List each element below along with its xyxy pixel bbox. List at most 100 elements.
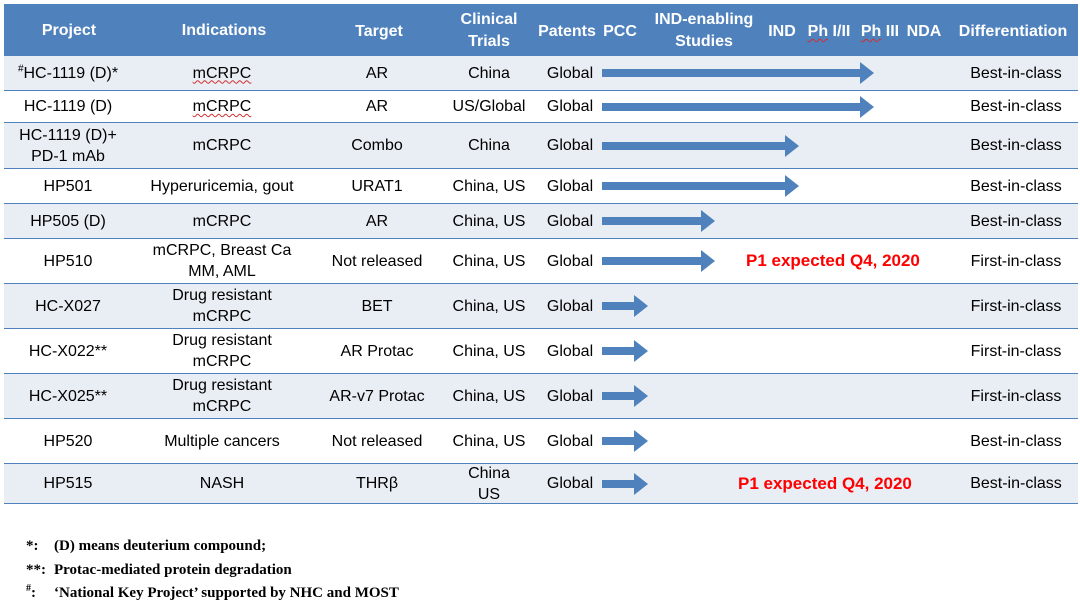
progress-arrow-head — [634, 430, 648, 452]
differentiation-cell-text: Best-in-class — [970, 432, 1062, 450]
progress-arrow-shaft — [602, 69, 862, 77]
differentiation-cell: Best-in-class — [954, 464, 1078, 503]
differentiation-cell: Best-in-class — [954, 419, 1078, 463]
target-cell-text: Combo — [351, 137, 403, 154]
target-cell-text: AR — [365, 64, 389, 82]
project-name-text: HP510 — [43, 252, 93, 270]
target-cell: THRβ — [320, 464, 434, 503]
table-row: HP501 Hyperuricemia, gout URAT1 China, US Gl… — [4, 169, 1078, 204]
progress-arrow-shaft — [602, 392, 636, 400]
differentiation-cell-text: First-in-class — [970, 342, 1062, 360]
progress-arrow-head — [634, 385, 648, 407]
progress-arrow-head — [634, 472, 648, 495]
table-row: HC-X025** Drug resistant mCRPC AR-v7 Prota… — [4, 374, 1078, 419]
differentiation-cell-text: Best-in-class — [970, 64, 1062, 82]
indication-cell-text: Hyperuricemia, gout — [150, 177, 294, 195]
progress-arrow-head — [701, 250, 715, 272]
project-name: HC-X022** — [29, 341, 107, 362]
indication-cell: Drug resistant mCRPC — [134, 329, 310, 373]
header-ph-iii-suffix: III — [881, 23, 900, 40]
project-cell: HC-1119 (D) — [4, 91, 132, 122]
progress-arrow-head — [785, 175, 799, 197]
target-cell: AR — [320, 56, 434, 90]
progress-arrow-shaft — [602, 182, 787, 190]
target-cell-text: AR — [365, 212, 389, 230]
project-cell: HP520 — [4, 419, 132, 463]
patents-cell: Global — [534, 91, 606, 122]
indication-cell: mCRPC — [134, 91, 310, 122]
patents-cell-text: Global — [546, 64, 594, 82]
progress-arrow-head — [785, 134, 799, 157]
indication-cell-text: Drug resistant mCRPC — [172, 377, 272, 415]
target-cell: BET — [320, 284, 434, 328]
footnote-mark: **: — [26, 562, 46, 578]
progress-arrow-head — [860, 95, 874, 118]
table-row: HP510 mCRPC, Breast Ca MM, AML Not release… — [4, 239, 1078, 284]
clinical-trials-cell-text: China, US — [452, 387, 526, 405]
footnote-national-key-project: #: ‘National Key Project’ supported by NH… — [26, 584, 399, 602]
progress-arrow-head — [634, 295, 648, 317]
target-cell: AR — [320, 204, 434, 238]
target-cell-text: URAT1 — [351, 177, 403, 195]
target-cell: AR — [320, 91, 434, 122]
progress-arrow-shaft — [602, 347, 636, 355]
pipeline-table: Project Indications Target Clinical Tria… — [4, 4, 1078, 504]
indication-cell: Multiple cancers — [134, 419, 310, 463]
target-cell: URAT1 — [320, 169, 434, 203]
indication-cell: Drug resistant mCRPC — [134, 374, 310, 418]
table-row: HP515 NASH THRβ China US Global Best-in-class… — [4, 464, 1078, 504]
project-cell: HP501 — [4, 169, 132, 203]
target-cell-text: BET — [361, 297, 393, 315]
header-ph-i-ii-suffix: I/II — [828, 23, 851, 40]
clinical-trials-cell-text: China, US — [452, 342, 526, 360]
indication-cell-text: mCRPC — [192, 98, 252, 115]
table-row: HC-X027 Drug resistant mCRPC BET China, US G… — [4, 284, 1078, 329]
footnote-protac: **: Protac-mediated protein degradation — [26, 561, 292, 579]
project-cell: HP510 — [4, 239, 132, 283]
indication-cell: NASH — [134, 464, 310, 503]
patents-cell: Global — [534, 204, 606, 238]
project-cell: HP515 — [4, 464, 132, 503]
project-name: HC-X025** — [29, 386, 107, 407]
progress-arrow — [602, 295, 648, 317]
header-ind-enabling-line1: IND-enabling — [654, 11, 754, 28]
project-name-text: HP515 — [43, 475, 93, 492]
project-name-text: HP505 (D) — [30, 212, 106, 230]
project-name-text: HC-X027 — [35, 297, 101, 315]
patents-cell-text: Global — [546, 387, 594, 405]
patents-cell-text: Global — [546, 252, 594, 270]
differentiation-cell-text: Best-in-class — [970, 212, 1062, 230]
table-row: HC-X022** Drug resistant mCRPC AR Protac Ch… — [4, 329, 1078, 374]
progress-arrow-head — [860, 62, 874, 84]
target-cell: Not released — [320, 239, 434, 283]
differentiation-cell: First-in-class — [954, 239, 1078, 283]
differentiation-cell-text: Best-in-class — [970, 137, 1062, 154]
footnote-deuterium: *: (D) means deuterium compound; — [26, 537, 266, 555]
progress-arrow — [602, 175, 799, 197]
differentiation-cell-text: Best-in-class — [970, 98, 1062, 115]
clinical-trials-cell-text: China — [468, 64, 510, 82]
differentiation-cell: First-in-class — [954, 374, 1078, 418]
progress-arrow-head — [634, 340, 648, 362]
clinical-trials-cell: US/Global — [436, 91, 542, 122]
project-name-text: HC-1119 (D)+ PD-1 mAb — [19, 126, 117, 165]
indication-cell-text: Drug resistant mCRPC — [172, 332, 272, 370]
patents-cell: Global — [534, 169, 606, 203]
clinical-trials-cell-text: China, US — [452, 252, 526, 270]
header-indications: Indications — [181, 22, 267, 39]
progress-arrow — [602, 95, 874, 118]
milestone-note: P1 expected Q4, 2020 — [738, 473, 912, 493]
clinical-trials-cell-text: US/Global — [452, 98, 526, 115]
header-patents: Patents — [538, 23, 596, 40]
differentiation-cell: First-in-class — [954, 284, 1078, 328]
clinical-trials-cell-text: China, US — [452, 432, 526, 450]
indication-cell: Hyperuricemia, gout — [134, 169, 310, 203]
footnote-mark: *: — [26, 538, 39, 554]
clinical-trials-cell: China US — [436, 464, 542, 503]
project-cell: HC-X025** — [4, 374, 132, 418]
patents-cell-text: Global — [546, 137, 594, 154]
progress-arrow — [602, 62, 874, 84]
table-row: HC-1119 (D) mCRPC AR US/Global Global Best-in… — [4, 91, 1078, 123]
project-cell: HC-1119 (D)+ PD-1 mAb — [4, 123, 132, 168]
target-cell-text: AR-v7 Protac — [329, 387, 425, 405]
